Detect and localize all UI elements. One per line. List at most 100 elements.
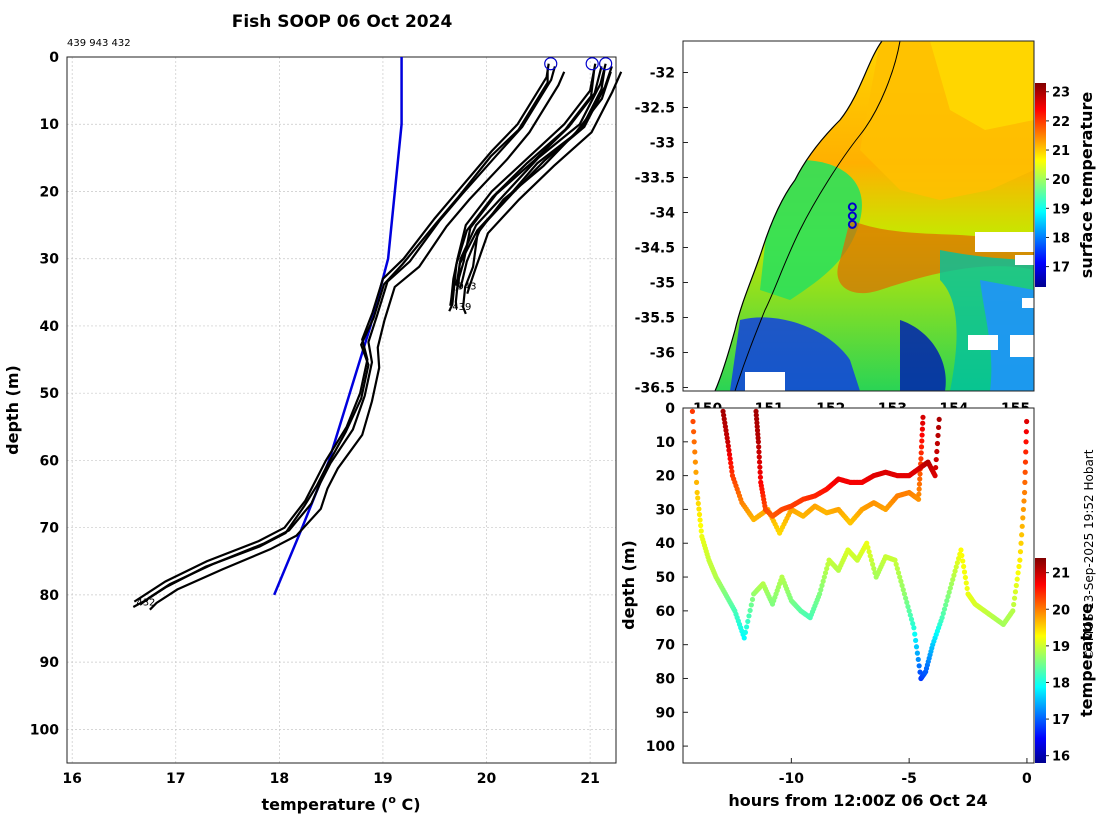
temperature-sample-mid <box>920 420 926 426</box>
sst-colorbar-tick-label: 21 <box>1052 144 1070 159</box>
temperature-sample-deep <box>1021 498 1027 504</box>
temperature-sample-deep <box>959 552 965 559</box>
temperature-sample-mid <box>722 423 729 430</box>
land-mask <box>683 41 882 391</box>
temperature-sample-deep <box>744 624 750 630</box>
time-x-tick-label: -5 <box>901 771 917 787</box>
profile-line-432 <box>139 66 556 606</box>
time-depth-y-tick-label: 70 <box>656 638 676 654</box>
temperature-sample-shallow <box>757 474 764 480</box>
y-tick-label: 100 <box>30 722 59 738</box>
temperature-sample-shallow <box>935 424 942 431</box>
time-depth-y-tick-label: 10 <box>656 435 676 451</box>
temperature-sample-deep <box>940 610 946 616</box>
temperature-sample-mid <box>916 481 923 487</box>
temperature-sample-deep <box>1020 515 1026 521</box>
temperature-sample-deep <box>913 644 920 650</box>
y-tick-label: 0 <box>49 50 59 66</box>
temperature-sample-deep <box>900 587 906 593</box>
temperature-sample-deep <box>1016 563 1022 570</box>
temperature-sample-shallow <box>755 435 761 441</box>
temperature-sample-shallow <box>754 423 760 430</box>
temperature-sample-mid <box>915 496 922 502</box>
temperature-colorbar-tick-label: 18 <box>1052 676 1070 691</box>
temperature-sample-deep <box>745 618 751 625</box>
temperature-sample-shallow <box>753 412 759 418</box>
profile-line-939 <box>454 66 603 309</box>
profile-line-939 <box>449 63 597 306</box>
credit-text: © IMOS 13-Sep-2025 19:52 Hobart <box>1082 449 1096 660</box>
map-lat-label: -34.5 <box>635 241 675 257</box>
x-tick-label: 19 <box>373 771 392 787</box>
profile-start-marker <box>599 57 613 71</box>
temperature-sample-shallow <box>934 448 940 455</box>
temperature-sample-deep <box>945 593 951 600</box>
temperature-colorbar-label: temperature <box>1077 603 1096 717</box>
temperature-sample-deep <box>961 569 968 575</box>
x-tick-label: 21 <box>580 771 599 787</box>
temperature-sample-mid <box>728 464 734 470</box>
temperature-sample-deep <box>961 563 967 570</box>
temperature-sample-deep <box>912 631 918 637</box>
temperature-sample-deep <box>1011 595 1018 601</box>
temperature-sample-shallow <box>757 464 763 470</box>
temperature-sample-deep <box>903 595 909 601</box>
sst-colorbar-tick-label: 18 <box>1052 231 1070 246</box>
temperature-sample-deep <box>871 565 877 572</box>
temperature-sample-deep <box>898 578 904 584</box>
temperature-sample-shallow <box>935 432 941 439</box>
temperature-sample-deep <box>1023 449 1029 455</box>
x-axis-label: temperature (o C) <box>261 793 420 814</box>
temperature-sample-shallow <box>755 439 761 445</box>
map-lat-label: -33 <box>650 136 675 152</box>
temperature-sample-mid <box>726 447 732 453</box>
temperature-sample-deep <box>960 558 966 564</box>
time-x-tick-label: -10 <box>779 771 805 787</box>
temperature-colorbar <box>1035 558 1046 763</box>
temperature-sample-mid <box>917 476 923 482</box>
temperature-sample-mid <box>721 416 727 422</box>
profile-panel: Fish SOOP 06 Oct 2024 439 943 432 16 17 18… <box>3 12 623 814</box>
temperature-sample-deep <box>907 612 913 618</box>
map-lat-label: -36.5 <box>635 381 675 397</box>
sst-colorbar <box>1035 83 1046 287</box>
temperature-sample-deep <box>953 564 959 570</box>
temperature-sample-shallow <box>936 416 942 423</box>
sst-colorbar-tick-label: 19 <box>1052 202 1070 217</box>
time-depth-y-tick-label: 20 <box>656 469 676 485</box>
time-depth-y-tick-label: 40 <box>656 536 676 552</box>
temperature-sample-mid <box>729 468 735 474</box>
temperature-sample-deep <box>962 574 968 581</box>
temperature-sample-deep <box>946 589 952 595</box>
temperature-sample-deep <box>905 604 911 610</box>
temperature-sample-shallow <box>755 431 761 437</box>
y-tick-label: 40 <box>40 319 60 335</box>
sst-colorbar-tick-label: 17 <box>1052 261 1070 276</box>
time-depth-y-tick-label: 90 <box>656 705 676 721</box>
temperature-colorbar-tick-label: 16 <box>1052 750 1070 765</box>
temperature-sample-shallow <box>934 440 941 447</box>
time-depth-axes-box <box>682 407 1035 764</box>
profile-line-943 <box>455 68 606 292</box>
time-depth-y-tick-label: 30 <box>656 502 676 518</box>
temperature-sample-deep <box>1024 418 1030 425</box>
temperature-sample-shallow <box>756 449 762 455</box>
temperature-sample-deep <box>954 560 961 566</box>
temperature-sample-deep <box>694 489 700 496</box>
temperature-sample-deep <box>910 620 916 627</box>
temperature-sample-deep <box>1022 469 1028 475</box>
temperature-sample-shallow <box>756 454 762 460</box>
map-lat-label: -33.5 <box>635 171 675 187</box>
temperature-sample-mid <box>727 456 733 462</box>
time-depth-y-tick-label: 50 <box>656 570 676 586</box>
temperature-sample-deep <box>742 629 749 636</box>
temperature-sample-mid <box>917 471 923 477</box>
temperature-sample-deep <box>692 459 698 465</box>
temperature-sample-deep <box>939 615 945 621</box>
temperature-sample-deep <box>690 418 696 425</box>
temperature-sample-deep <box>1022 459 1029 465</box>
temperature-sample-deep <box>1023 429 1029 435</box>
temperature-sample-deep <box>820 578 826 584</box>
x-tick-label: 20 <box>477 771 497 787</box>
profile-end-label: 432 <box>136 598 155 609</box>
